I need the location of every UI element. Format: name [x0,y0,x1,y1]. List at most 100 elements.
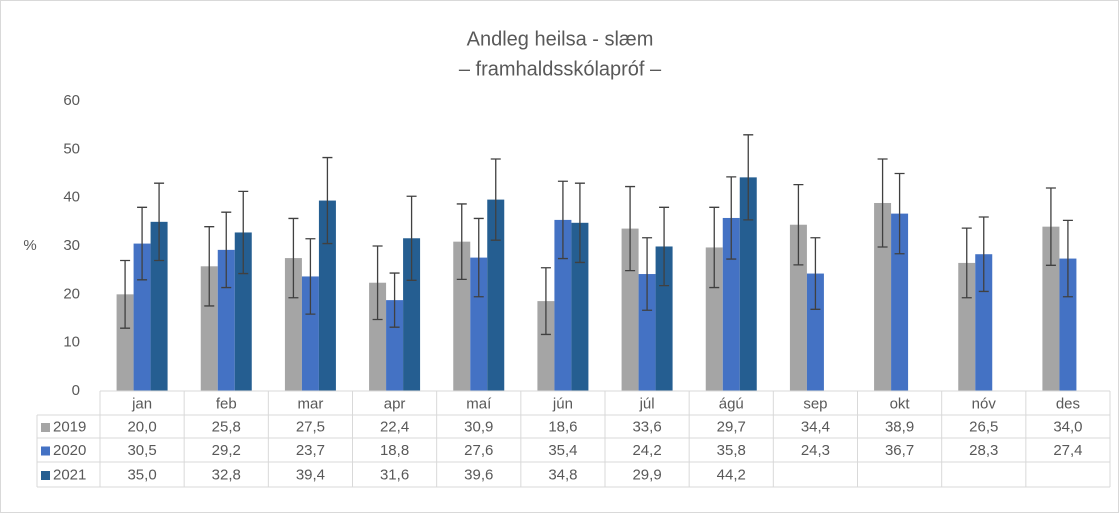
table-value: 18,6 [548,418,577,435]
legend-swatch [41,423,50,432]
table-value: 35,8 [717,442,746,459]
error-bar [659,206,670,287]
error-bar [810,237,821,310]
y-tick-label: 40 [63,189,80,206]
table-value: 18,8 [380,442,409,459]
error-bar [1045,187,1056,266]
bar [284,258,302,391]
legend-swatch [41,446,50,456]
error-bar [473,217,484,298]
table-value: 23,7 [296,442,325,459]
table-value: 39,6 [464,466,493,483]
table-value: 36,7 [885,442,914,459]
y-tick-label: 60 [63,92,80,109]
y-tick-label: 30 [63,237,80,254]
error-bar [389,272,400,328]
error-bar [540,267,551,336]
x-tick-label: ágú [719,395,744,412]
bar [789,224,807,391]
x-tick-label: des [1056,395,1080,412]
x-tick-label: jún [552,395,573,412]
error-bar [1062,219,1073,298]
error-bar [137,206,148,281]
bar [554,219,572,391]
bar [975,254,993,391]
x-tick-label: okt [890,395,911,412]
bar [638,274,656,391]
table-value: 34,0 [1053,418,1082,435]
table-value: 30,5 [127,442,156,459]
bar [403,238,421,391]
table-value: 26,5 [969,418,998,435]
bar [386,300,404,391]
legend-label: 2021 [53,466,86,483]
x-tick-label: mar [297,395,323,412]
table-value: 22,4 [380,418,409,435]
table-value: 29,2 [212,442,241,459]
error-bar [305,238,316,315]
bar [369,282,387,391]
bar [470,257,488,391]
error-bar [743,134,754,221]
x-tick-label: jan [131,395,152,412]
bar [571,222,589,391]
error-bar [120,259,131,329]
x-tick-label: maí [466,395,492,412]
legend-label: 2020 [53,442,86,459]
error-bar [372,245,383,321]
error-bar [709,206,720,289]
y-tick-label: 0 [72,382,80,399]
error-bar [288,217,299,299]
x-tick-label: sep [803,395,827,412]
bar [705,247,723,391]
table-value: 28,3 [969,442,998,459]
table-value: 38,9 [885,418,914,435]
table-value: 34,8 [548,466,577,483]
error-bar [490,158,501,241]
bar [1059,258,1077,391]
bar [874,202,892,391]
table-value: 29,7 [717,418,746,435]
bar [806,273,824,391]
error-bar [978,216,989,293]
bar [958,262,976,391]
chart-subtitle: – framhaldsskólapróf – [459,58,662,80]
error-bar [406,195,417,281]
table-value: 33,6 [632,418,661,435]
bar [116,294,134,391]
bar [217,249,235,391]
bar [739,177,757,391]
bar [318,200,336,391]
error-bar [961,227,972,299]
error-bar [456,203,467,280]
error-bar [557,180,568,260]
error-bar [154,182,165,262]
table-value: 27,4 [1053,442,1082,459]
error-bar [204,226,215,307]
bar [655,246,673,391]
y-tick-label: 10 [63,334,80,351]
error-bar [793,183,804,266]
bar [301,276,319,391]
table-value: 44,2 [717,466,746,483]
error-bar [726,176,737,260]
error-bar [877,158,888,248]
x-tick-label: feb [216,395,237,412]
table-value: 35,0 [127,466,156,483]
y-tick-label: 20 [63,285,80,302]
table-value: 35,4 [548,442,577,459]
table-value: 30,9 [464,418,493,435]
error-bar [322,156,333,245]
bar [487,199,505,391]
error-bar [221,211,232,289]
table-value: 20,0 [127,418,156,435]
error-bar [574,182,585,264]
table-value: 29,9 [632,466,661,483]
table-value: 32,8 [212,466,241,483]
table-value: 34,4 [801,418,830,435]
table-value: 27,6 [464,442,493,459]
bar [234,232,252,391]
table-value: 27,5 [296,418,325,435]
bar [537,301,555,391]
